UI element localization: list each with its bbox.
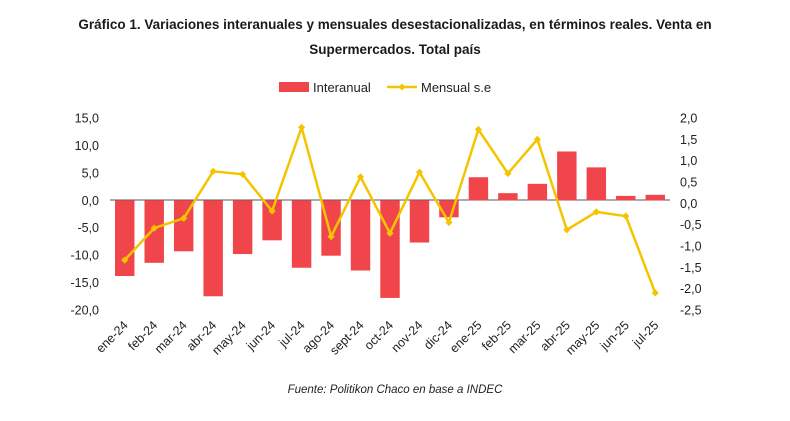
right-axis-tick-label: -2,5 (680, 304, 702, 318)
left-axis-tick-label: -20,0 (71, 304, 100, 318)
point-mensual-ene-25 (474, 125, 483, 134)
bar-interanual-feb-25 (498, 193, 518, 201)
category-label-may-24: may-24 (209, 318, 248, 357)
point-mensual-jun-24 (268, 207, 276, 215)
left-axis-tick-label: -15,0 (71, 276, 100, 290)
point-mensual-dic-24 (445, 218, 453, 227)
category-label-ene-25: ene-25 (447, 318, 484, 355)
legend-label-mensual: Mensual s.e (421, 80, 491, 95)
category-label-mar-24: mar-24 (152, 318, 190, 356)
point-mensual-jul-24 (297, 123, 306, 131)
category-label-may-25: may-25 (563, 318, 602, 357)
legend-swatch-interanual (279, 82, 309, 92)
point-mensual-jun-25 (622, 212, 630, 220)
point-mensual-may-25 (592, 208, 600, 216)
bar-interanual-jul-24 (291, 200, 312, 268)
bar-interanual-nov-24 (409, 200, 430, 243)
right-axis-tick-label: -1,0 (680, 240, 702, 254)
right-axis-tick-label: 1,5 (680, 133, 697, 147)
chart-title-line-2: Supermercados. Total país (309, 42, 481, 57)
bar-interanual-may-25 (586, 167, 607, 201)
point-mensual-abr-25 (563, 226, 571, 234)
legend: Interanual Mensual s.e (279, 80, 491, 95)
left-axis-tick-label: -5,0 (77, 221, 99, 235)
left-axis-tick-label: -10,0 (71, 249, 100, 263)
point-mensual-mar-24 (180, 214, 188, 222)
point-mensual-oct-24 (386, 229, 394, 237)
bar-interanual-abr-25 (557, 151, 577, 201)
right-axis-tick-label: 2,0 (680, 112, 697, 126)
bar-interanual-jun-24 (262, 200, 282, 241)
right-axis-tick-label: 0,0 (680, 197, 697, 211)
left-axis-tick-label: 5,0 (82, 166, 99, 180)
right-axis-tick-label: 0,5 (680, 176, 697, 190)
right-axis-tick-label: -0,5 (680, 218, 702, 232)
bar-interanual-jun-25 (616, 195, 636, 201)
left-axis-tick-label: 0,0 (82, 194, 99, 208)
point-mensual-ago-24 (327, 233, 335, 241)
legend-marker-mensual (398, 83, 406, 91)
point-mensual-abr-24 (209, 167, 217, 175)
point-mensual-may-24 (239, 170, 247, 178)
category-label-jul-25: jul-25 (629, 318, 661, 350)
bar-interanual-jul-25 (645, 194, 665, 201)
right-axis-tick-label: -2,0 (680, 282, 702, 296)
category-label-mar-25: mar-25 (506, 318, 544, 356)
left-axis-tick-label: 10,0 (75, 139, 99, 153)
category-label-nov-24: nov-24 (389, 318, 426, 355)
point-mensual-sept-24 (356, 173, 365, 181)
bar-interanual-may-24 (232, 200, 253, 255)
point-mensual-jul-25 (651, 289, 659, 297)
left-axis-tick-label: 15,0 (75, 112, 99, 126)
point-mensual-feb-25 (504, 169, 512, 178)
bar-interanual-oct-24 (380, 200, 400, 298)
bar-interanual-mar-24 (173, 200, 194, 252)
chart-title-line-1: Gráfico 1. Variaciones interanuales y me… (78, 17, 712, 32)
point-mensual-nov-24 (415, 168, 424, 176)
bar-interanual-sept-24 (350, 200, 371, 271)
right-axis-tick-label: 1,0 (680, 154, 697, 168)
point-mensual-mar-25 (533, 135, 541, 143)
bar-interanual-ene-25 (468, 177, 489, 201)
point-mensual-ene-24 (121, 256, 129, 264)
category-label-ene-24: ene-24 (93, 318, 130, 355)
category-label-jun-25: jun-25 (597, 318, 632, 353)
point-mensual-feb-24 (150, 224, 158, 232)
legend-label-interanual: Interanual (313, 80, 371, 95)
category-label-jun-24: jun-24 (243, 318, 278, 353)
bar-interanual-mar-25 (527, 183, 548, 201)
source-note: Fuente: Politikon Chaco en base a INDEC (287, 384, 503, 396)
bar-interanual-ene-24 (115, 200, 135, 276)
right-axis-tick-label: -1,5 (680, 261, 702, 275)
bar-interanual-abr-24 (203, 200, 223, 297)
